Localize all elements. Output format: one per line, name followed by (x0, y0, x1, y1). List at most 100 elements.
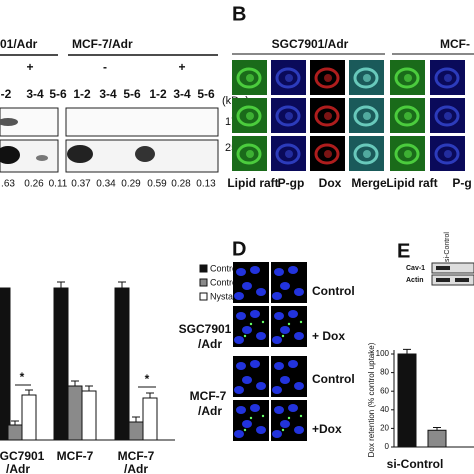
nucleus (404, 150, 412, 158)
column-label: Merge (351, 176, 387, 190)
nucleus (274, 362, 284, 370)
dox-dot (281, 334, 285, 338)
lane-label: 3-4 (26, 87, 44, 101)
cell (353, 143, 379, 165)
panel-letter: E (397, 240, 410, 262)
inset-column: si-Control (444, 232, 451, 262)
nucleus (246, 74, 254, 82)
cell-line: MCF-7/Adr (72, 37, 133, 51)
dox-dot (261, 414, 265, 418)
ratio: 0.29 (121, 179, 141, 190)
cell (314, 143, 340, 165)
cell (434, 105, 460, 127)
band (0, 146, 20, 164)
nucleus (256, 288, 266, 296)
lane-label: -2 (1, 87, 12, 101)
bar (427, 429, 447, 448)
cell (275, 143, 301, 165)
nucleus (444, 74, 452, 82)
group-label: /Adr (198, 404, 222, 418)
legend-swatch (199, 264, 208, 273)
lane-label: 5-6 (49, 87, 67, 101)
panel-letter: D (232, 238, 246, 260)
nucleus (242, 420, 252, 428)
dox-dot (243, 428, 247, 432)
nucleus (294, 382, 304, 390)
ratio: 0.11 (49, 179, 68, 190)
dox-dot (281, 428, 285, 432)
group-label: SGC7901 (179, 322, 232, 336)
lane-label: 1-2 (149, 87, 167, 101)
band (36, 155, 48, 161)
nucleus (250, 404, 260, 412)
nucleus (250, 360, 260, 368)
nucleus (236, 406, 246, 414)
cell (353, 67, 379, 89)
lane-label: 5-6 (123, 87, 141, 101)
nucleus (288, 310, 298, 318)
inset-blot (431, 274, 474, 286)
nucleus (256, 332, 266, 340)
nucleus (256, 426, 266, 434)
ratio: 0.28 (171, 179, 191, 190)
dox-dot (261, 320, 265, 324)
cell (236, 67, 262, 89)
row-label: Control (312, 372, 355, 386)
lane-label: 1-2 (73, 87, 91, 101)
dox-dot (287, 416, 291, 420)
ratio: .63 (1, 179, 15, 190)
nucleus (280, 376, 290, 384)
inset-blot (431, 262, 474, 274)
nucleus (242, 282, 252, 290)
cell (394, 67, 420, 89)
nucleus (280, 282, 290, 290)
cell (275, 105, 301, 127)
dox-dot (287, 322, 291, 326)
nucleus (363, 150, 371, 158)
nucleus (246, 150, 254, 158)
lane-label: 5-6 (197, 87, 215, 101)
column-label: Lipid raft (386, 176, 437, 190)
dox-dot (243, 334, 247, 338)
column-label: P-gp (278, 176, 305, 190)
nucleus (234, 430, 244, 438)
group-label: /Adr (198, 337, 222, 351)
row-label: Control (312, 284, 355, 298)
nucleus (236, 312, 246, 320)
error-bar (433, 426, 441, 431)
sign: + (178, 60, 185, 74)
nucleus (324, 150, 332, 158)
legend-swatch (199, 292, 208, 301)
group-label: SGC7901 (0, 449, 45, 463)
cell (434, 67, 460, 89)
nucleus (236, 362, 246, 370)
nucleus (363, 74, 371, 82)
nucleus (285, 112, 293, 120)
nucleus (294, 426, 304, 434)
cell (394, 105, 420, 127)
legend-swatch (199, 278, 208, 287)
ratio: 0.34 (96, 179, 116, 190)
nucleus (272, 430, 282, 438)
nucleus (236, 268, 246, 276)
column-label: P-g (452, 176, 471, 190)
nucleus (234, 336, 244, 344)
y-axis-label: Dox retention (% control uptake) (367, 342, 376, 457)
cell (353, 105, 379, 127)
blot (65, 107, 219, 137)
dox-dot (249, 322, 253, 326)
nucleus (272, 292, 282, 300)
nucleus (246, 112, 254, 120)
inset-row: Actin (406, 277, 424, 284)
nucleus (272, 336, 282, 344)
row-label: +Dox (312, 422, 342, 436)
nucleus (274, 268, 284, 276)
nucleus (324, 112, 332, 120)
ratio: 0.59 (147, 179, 167, 190)
nucleus (250, 310, 260, 318)
y-tick-label: 80 (380, 368, 389, 377)
band (135, 146, 155, 162)
cell (434, 143, 460, 165)
cell (236, 143, 262, 165)
band (436, 266, 450, 270)
